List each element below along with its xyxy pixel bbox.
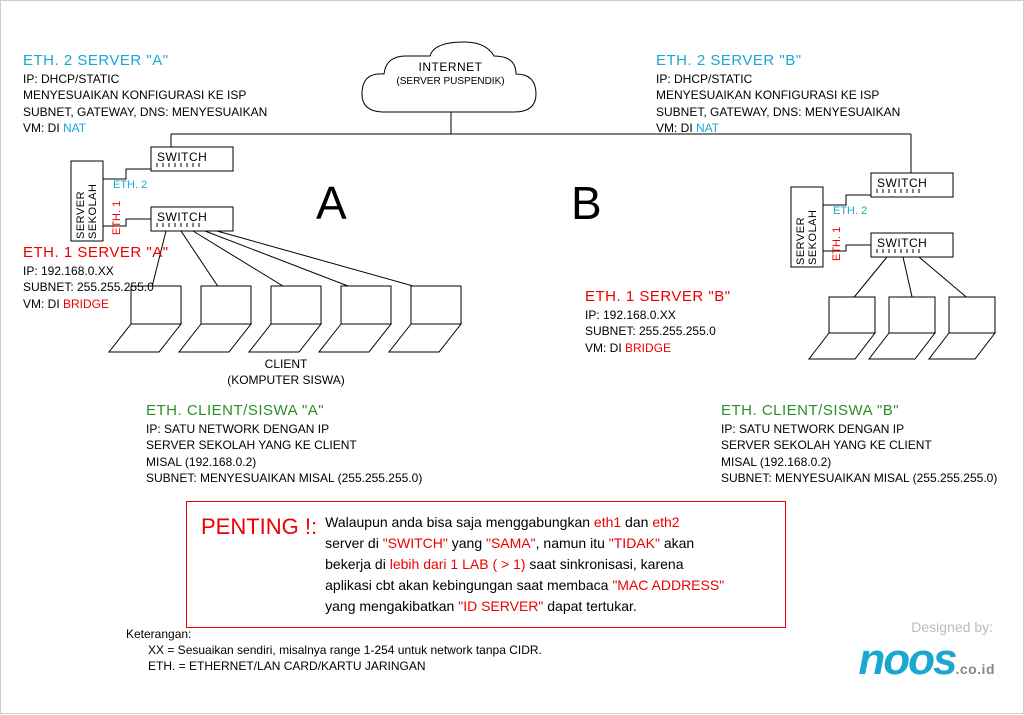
client-a-label: CLIENT (KOMPUTER SISWA) (206, 357, 366, 388)
switch-a1-label: SWITCH (157, 150, 207, 164)
server-a-label: SERVERSEKOLAH (75, 184, 99, 239)
internet-label: INTERNET (SERVER PUSPENDIK) (363, 59, 538, 89)
zone-b-letter: B (571, 176, 604, 230)
switch-b1-label: SWITCH (877, 176, 927, 190)
eth1-a-mini: ETH. 1 (111, 201, 123, 235)
switch-a2-label: SWITCH (157, 210, 207, 224)
important-note: PENTING !: Walaupun anda bisa saja mengg… (186, 501, 786, 628)
server-b-label: SERVERSEKOLAH (795, 210, 819, 265)
zone-a-letter: A (316, 176, 349, 230)
eth1-server-b: ETH. 1 SERVER "B" IP: 192.168.0.XX SUBNE… (585, 287, 731, 356)
eth2-b-mini: ETH. 2 (833, 205, 867, 217)
eth1-b-mini: ETH. 1 (831, 227, 843, 261)
logo: noos.co.id (858, 635, 995, 685)
eth2-server-b: ETH. 2 SERVER "B" IP: DHCP/STATIC MENYES… (656, 51, 900, 136)
switch-b2-label: SWITCH (877, 236, 927, 250)
eth-client-b: ETH. CLIENT/SISWA "B" IP: SATU NETWORK D… (721, 401, 997, 486)
keterangan: Keterangan: XX = Sesuaikan sendiri, misa… (126, 626, 542, 675)
penting-head: PENTING !: (201, 512, 317, 617)
eth2-server-a: ETH. 2 SERVER "A" IP: DHCP/STATIC MENYES… (23, 51, 267, 136)
eth-client-a: ETH. CLIENT/SISWA "A" IP: SATU NETWORK D… (146, 401, 422, 486)
designed-by: Designed by: (911, 619, 993, 635)
eth2-a-mini: ETH. 2 (113, 179, 147, 191)
eth1-server-a: ETH. 1 SERVER "A" IP: 192.168.0.XX SUBNE… (23, 243, 169, 312)
